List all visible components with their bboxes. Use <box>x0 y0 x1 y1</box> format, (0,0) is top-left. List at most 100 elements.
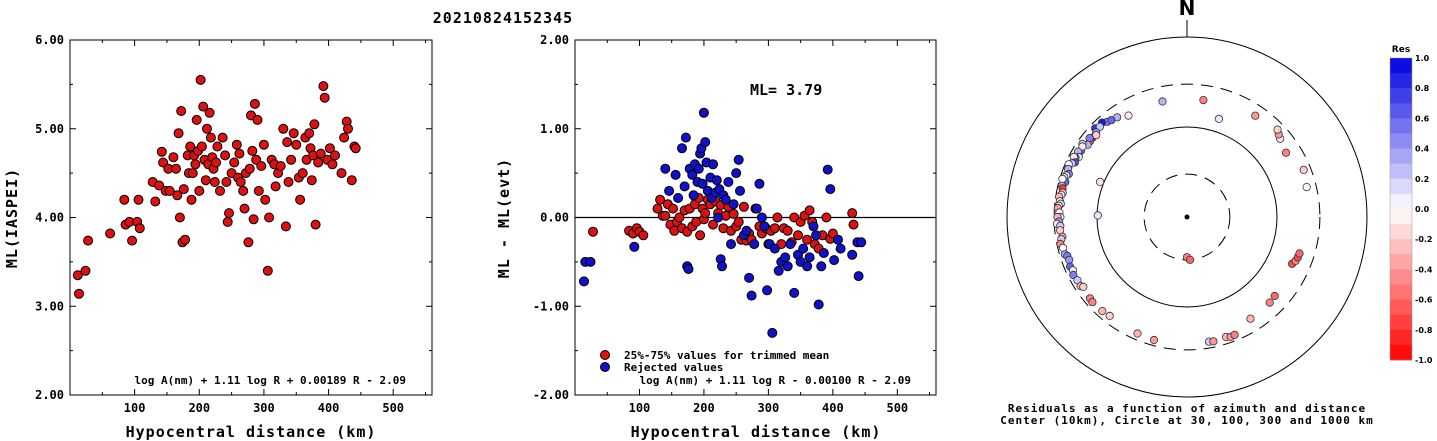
legend-label-trimmed: 25%-75% values for trimmed mean <box>624 349 829 362</box>
station-residual-point <box>1096 177 1105 186</box>
data-point <box>198 101 209 112</box>
rejected-point <box>813 299 824 310</box>
station-residual-point <box>1230 330 1239 339</box>
rejected-point <box>741 225 752 236</box>
trimmed-point <box>695 230 706 241</box>
data-point <box>220 150 231 161</box>
data-point <box>262 265 273 276</box>
rejected-point <box>744 272 755 283</box>
data-point <box>178 184 189 195</box>
polar-residual-panel <box>1006 20 1368 398</box>
data-point <box>180 234 191 245</box>
y-tick-label: 2.00 <box>35 388 64 402</box>
rejected-point <box>853 271 864 282</box>
colorbar-segment <box>1390 193 1412 210</box>
colorbar-segment <box>1390 314 1412 331</box>
data-point <box>288 128 299 139</box>
data-point <box>319 92 330 103</box>
colorbar-segment <box>1390 88 1412 104</box>
data-point <box>310 219 321 230</box>
rejected-point <box>798 243 809 254</box>
colorbar-segment <box>1390 284 1412 300</box>
rejected-point <box>789 287 800 298</box>
data-point <box>194 185 205 196</box>
data-point <box>212 141 223 152</box>
data-point <box>343 123 353 134</box>
data-point <box>244 163 255 174</box>
rejected-point <box>723 177 734 187</box>
x-tick-label: 300 <box>253 401 275 415</box>
station-residual-point <box>1273 125 1282 134</box>
station-residual-point <box>1069 270 1078 280</box>
x-tick-label: 100 <box>629 401 651 415</box>
data-point <box>215 185 225 196</box>
station-residual-point <box>1185 255 1195 264</box>
colorbar-segment <box>1390 103 1412 119</box>
station-residual-point <box>1079 282 1088 291</box>
rejected-point <box>697 178 708 189</box>
data-point <box>283 177 294 187</box>
station-residual-point <box>1124 111 1133 120</box>
trimmed-point <box>708 219 718 230</box>
colorbar: 1.0 0.8 0.6 0.4 0.2 0.0 -0.2 -0.4 -0.6 -0.8 -1.0 <box>1389 54 1433 365</box>
legend-marker-rejected <box>600 362 610 372</box>
epicenter-dot <box>1184 214 1190 220</box>
formula-text: log A(nm) + 1.11 log R - 0.00100 R - 2.0… <box>639 374 911 387</box>
data-point <box>221 177 232 187</box>
data-point <box>217 132 228 143</box>
y-tick-label: 6.00 <box>35 33 64 47</box>
colorbar-segment <box>1390 269 1412 285</box>
station-residual-point <box>1098 306 1107 316</box>
x-tick-label: 100 <box>124 401 146 415</box>
rejected-point <box>731 168 742 179</box>
station-residual-point <box>1214 114 1224 124</box>
rejected-point <box>804 252 815 263</box>
figure-title: 20210824152345 <box>433 9 573 27</box>
colorbar-tick-label: -0.8 <box>1415 326 1433 335</box>
data-point <box>350 143 361 154</box>
colorbar-segment <box>1390 163 1412 180</box>
data-point <box>327 159 338 170</box>
colorbar-frame <box>1389 57 1413 361</box>
rejected-point <box>733 154 744 165</box>
trimmed-point <box>847 208 858 219</box>
y-axis-label: ML(IASPEI) <box>3 168 21 268</box>
rejected-point <box>773 265 784 276</box>
data-point <box>306 175 317 186</box>
data-point <box>176 106 187 116</box>
colorbar-tick-label: -0.6 <box>1415 296 1433 305</box>
rejected-point <box>680 132 691 143</box>
data-point <box>243 237 254 248</box>
colorbar-tick-label: -0.4 <box>1415 265 1433 274</box>
rejected-point <box>802 261 813 272</box>
y-tick-label: -2.00 <box>533 388 569 402</box>
colorbar-tick-label: 0.2 <box>1415 175 1429 184</box>
data-point <box>234 148 245 159</box>
data-point <box>186 194 197 205</box>
data-point <box>336 168 347 179</box>
rejected-point <box>728 199 739 210</box>
ml-label: ML= 3.79 <box>750 81 822 99</box>
rejected-point <box>762 285 773 296</box>
trimmed-point <box>772 212 783 223</box>
rejected-point <box>782 261 793 272</box>
station-residual-point <box>1302 183 1311 192</box>
colorbar-segment <box>1390 344 1412 361</box>
y-tick-label: 3.00 <box>35 299 64 313</box>
data-point <box>238 185 249 196</box>
colorbar-segment <box>1390 239 1412 255</box>
data-point <box>275 161 286 171</box>
trimmed-point <box>821 212 832 223</box>
data-point <box>239 203 250 214</box>
rejected-point <box>629 241 640 252</box>
data-point <box>173 128 184 139</box>
colorbar-tick-label: 0.4 <box>1415 145 1430 154</box>
data-point <box>318 81 329 92</box>
data-point <box>313 157 324 168</box>
data-point <box>278 123 289 134</box>
rejected-point <box>735 185 745 196</box>
station-residual-point <box>1133 329 1142 338</box>
rejected-point <box>660 163 671 174</box>
trimmed-point <box>700 208 711 219</box>
